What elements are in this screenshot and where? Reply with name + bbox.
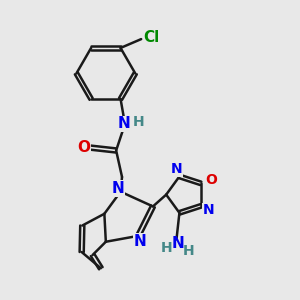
Text: O: O — [205, 173, 217, 188]
Text: N: N — [117, 116, 130, 131]
Text: N: N — [202, 203, 214, 217]
Text: H: H — [160, 241, 172, 255]
Text: N: N — [111, 181, 124, 196]
Text: O: O — [77, 140, 90, 155]
Text: N: N — [133, 234, 146, 249]
Text: H: H — [132, 116, 144, 130]
Text: Cl: Cl — [143, 30, 160, 45]
Text: N: N — [171, 162, 182, 176]
Text: H: H — [182, 244, 194, 258]
Text: N: N — [172, 236, 184, 251]
